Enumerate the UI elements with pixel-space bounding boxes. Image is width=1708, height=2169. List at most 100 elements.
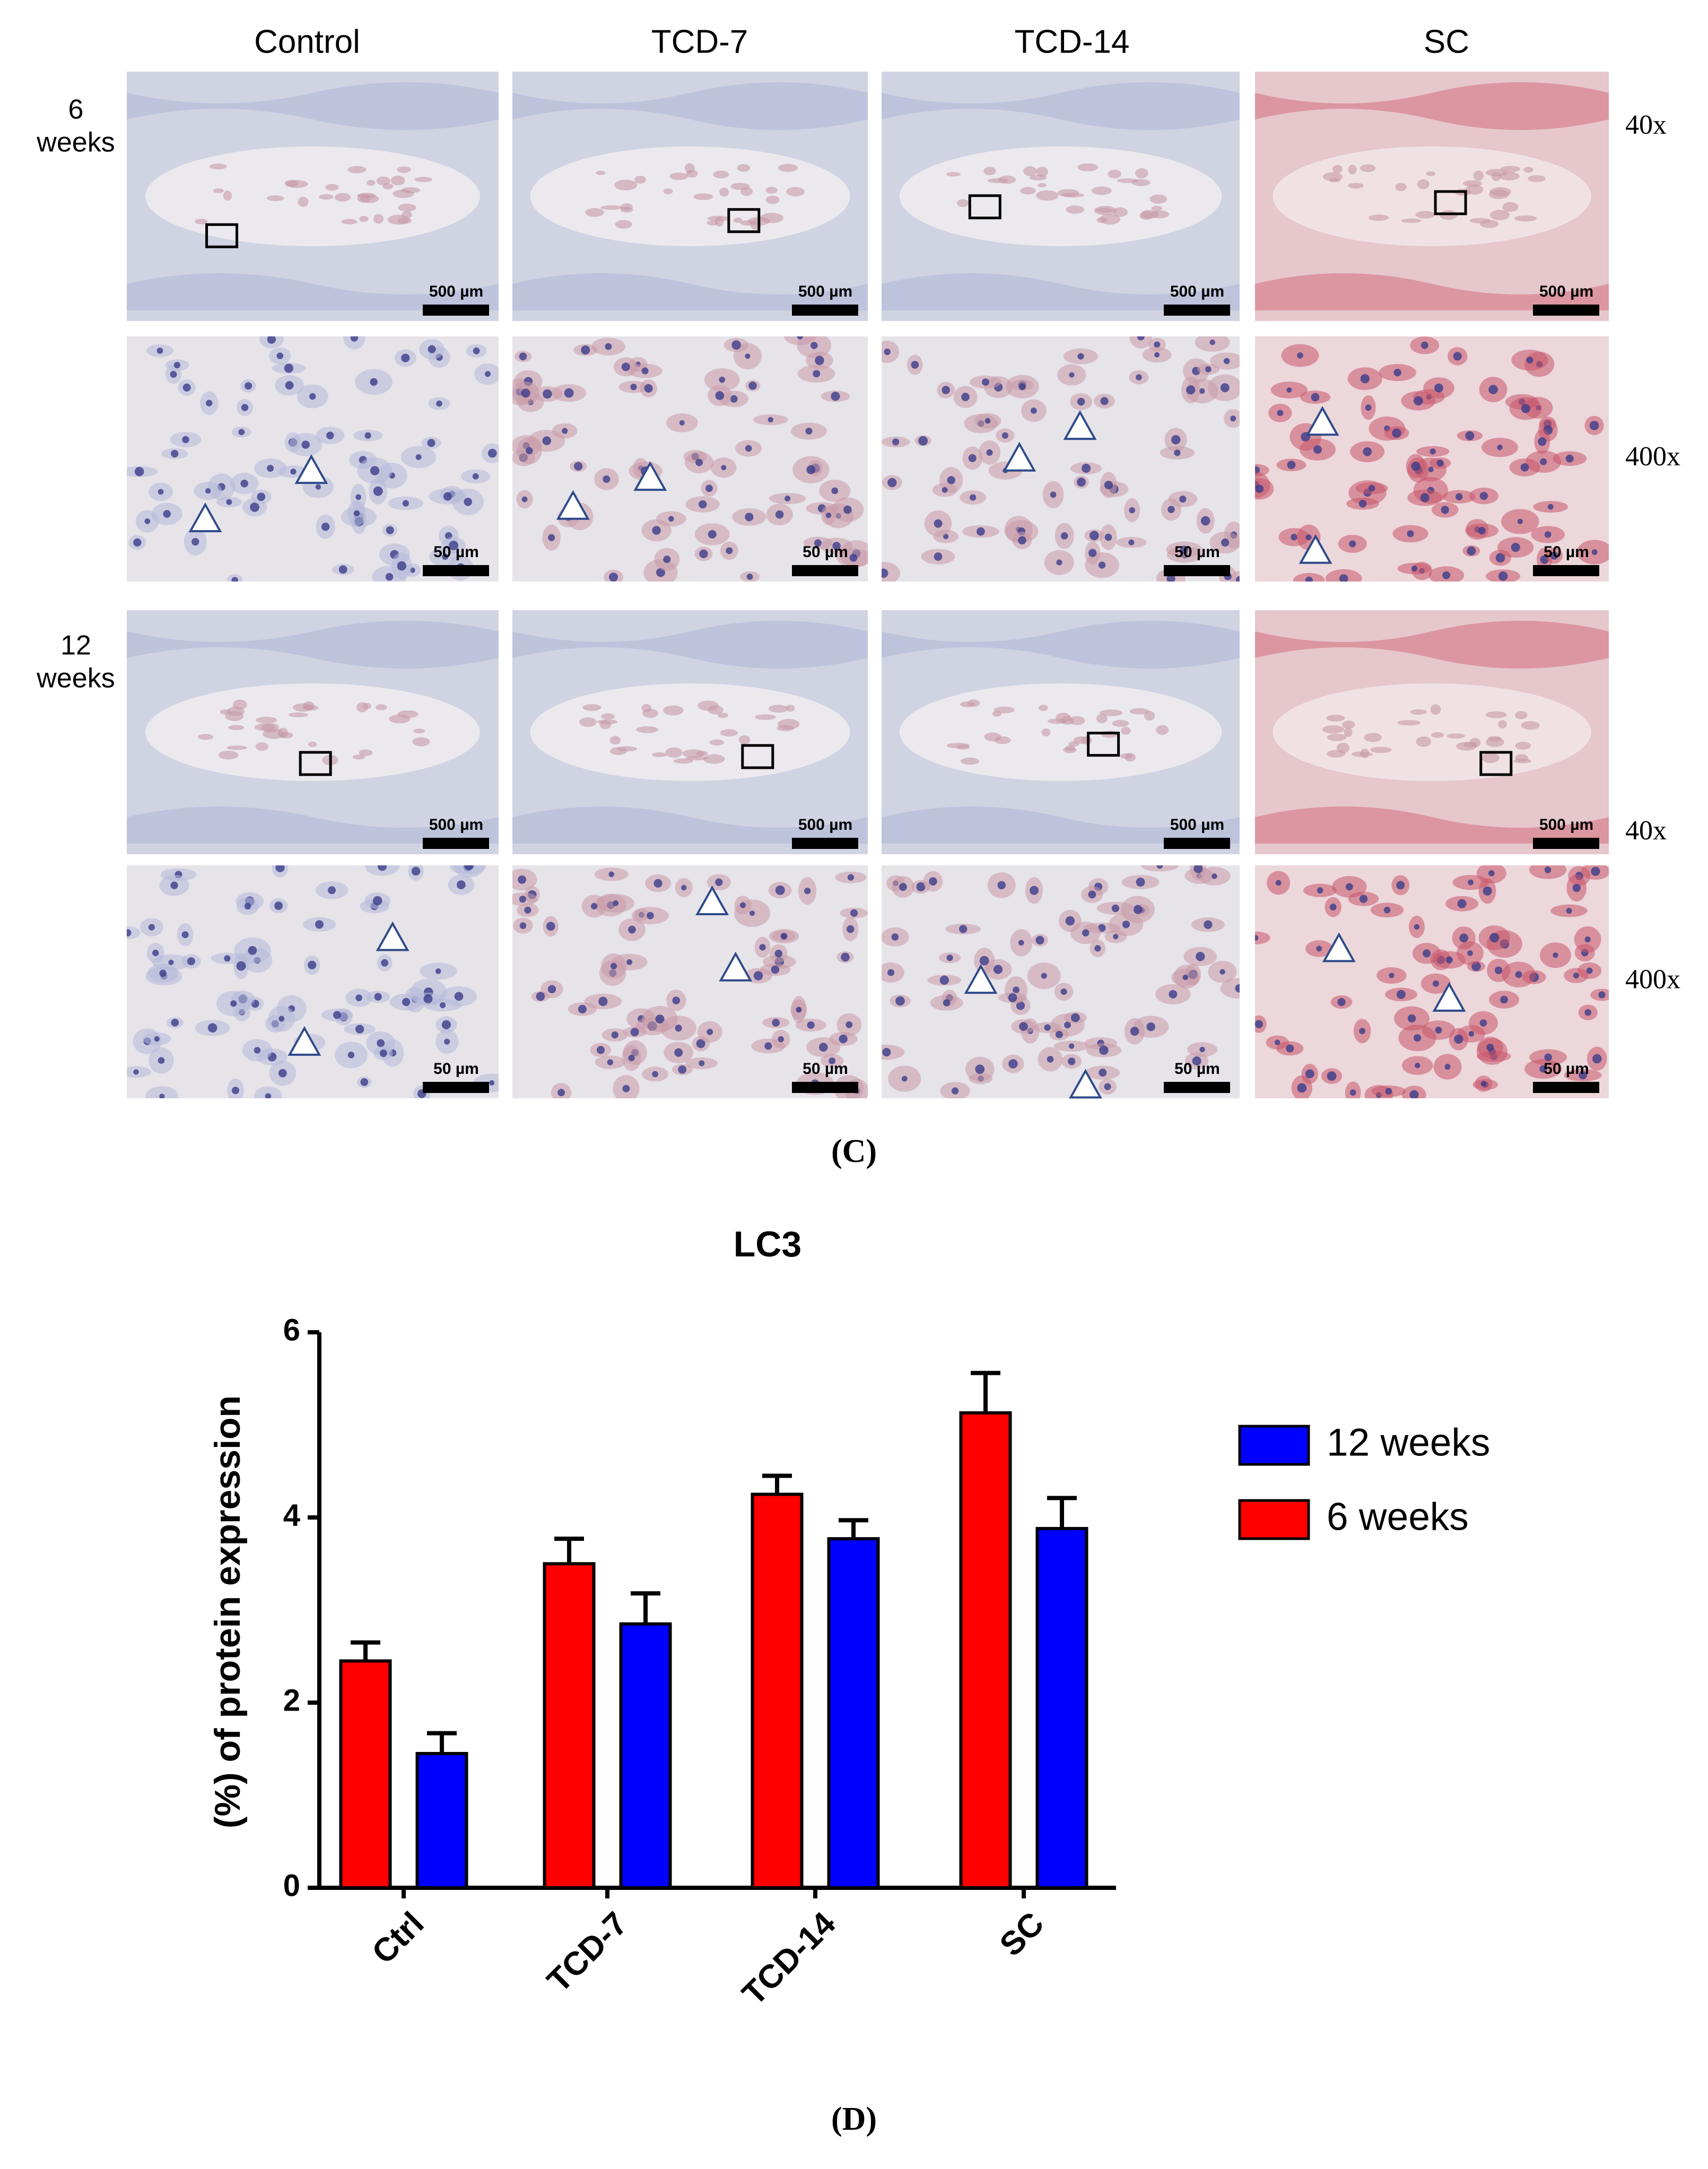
- micrograph: 500 µm: [512, 72, 868, 321]
- tissue-fleck: [1023, 166, 1037, 176]
- tissue-fleck: [614, 179, 638, 190]
- scale-bar-label: 50 µm: [803, 1060, 848, 1078]
- bar: [339, 1659, 392, 1890]
- nucleus: [248, 946, 257, 955]
- nucleus: [1179, 496, 1187, 503]
- nucleus: [326, 431, 334, 439]
- nucleus: [427, 439, 435, 447]
- tissue-fleck: [266, 195, 284, 201]
- nucleus: [785, 496, 791, 502]
- nucleus: [1199, 388, 1205, 394]
- nucleus: [1008, 1059, 1018, 1069]
- nucleus: [1517, 518, 1523, 525]
- nucleus-pulposus: [1273, 683, 1591, 781]
- arrowhead: [1322, 932, 1356, 962]
- tissue-fleck: [359, 749, 373, 756]
- cell: [127, 1066, 151, 1078]
- band: [512, 621, 868, 669]
- nucleus: [911, 361, 919, 369]
- micrograph: 500 µm: [882, 610, 1240, 854]
- nucleus: [1441, 506, 1449, 514]
- tissue-fleck: [325, 184, 339, 191]
- nucleus: [464, 865, 474, 870]
- tissue-fleck: [1038, 183, 1047, 188]
- tissue-fleck: [1108, 169, 1121, 179]
- micrograph: 50 µm: [512, 865, 868, 1098]
- nucleus: [191, 537, 199, 546]
- nucleus: [171, 449, 179, 458]
- tissue-fleck: [1410, 709, 1427, 715]
- nucleus: [1414, 396, 1423, 406]
- nucleus: [1393, 368, 1401, 377]
- nucleus: [884, 348, 891, 355]
- scale-bar-label: 500 µm: [429, 816, 483, 834]
- arrowhead: [287, 1026, 321, 1056]
- nucleus: [519, 352, 527, 361]
- tissue-fleck: [1327, 734, 1347, 741]
- arrowhead: [1003, 441, 1036, 472]
- tissue-fleck: [585, 208, 604, 217]
- nucleus: [829, 1057, 836, 1064]
- band: [1255, 82, 1609, 130]
- nucleus: [1055, 1030, 1063, 1038]
- nucleus: [1488, 385, 1498, 395]
- scale-bar: [1533, 838, 1599, 849]
- band: [882, 273, 1240, 310]
- nucleus: [1414, 1034, 1422, 1042]
- nucleus: [849, 553, 858, 562]
- nucleus: [939, 975, 949, 985]
- tissue-fleck: [1360, 748, 1370, 758]
- tissue-fleck: [665, 747, 683, 758]
- nucleus: [605, 343, 612, 350]
- nucleus: [333, 1011, 341, 1019]
- nucleus: [678, 1065, 687, 1074]
- micrograph-content: [882, 72, 1240, 321]
- tissue-fleck: [1139, 211, 1153, 220]
- tissue-fleck: [1036, 167, 1048, 177]
- tissue-fleck: [720, 729, 738, 736]
- nucleus: [1592, 1054, 1602, 1064]
- tissue-fleck: [382, 183, 394, 189]
- tissue-fleck: [209, 163, 227, 170]
- nucleus: [1544, 531, 1552, 538]
- micrograph: 500 µm: [512, 610, 868, 854]
- nucleus: [236, 961, 246, 971]
- nucleus: [1453, 352, 1462, 361]
- micrograph: 500 µm: [1255, 72, 1609, 321]
- nucleus: [1305, 534, 1312, 541]
- nucleus: [1434, 383, 1443, 393]
- panel-label: (D): [831, 2101, 877, 2137]
- arrowhead: [376, 921, 409, 951]
- nucleus: [158, 489, 164, 495]
- nucleus: [1136, 878, 1145, 887]
- nucleus: [275, 865, 285, 872]
- tissue-fleck: [620, 203, 633, 211]
- bar: [619, 1622, 672, 1890]
- nucleus: [152, 949, 159, 957]
- nucleus: [1018, 383, 1026, 391]
- tissue-fleck: [707, 215, 730, 222]
- tissue-fleck: [1417, 179, 1430, 189]
- nucleus: [780, 933, 788, 940]
- nucleus: [397, 561, 407, 571]
- tissue-fleck: [600, 205, 623, 210]
- nucleus: [772, 1019, 780, 1027]
- nucleus: [1435, 1027, 1442, 1034]
- nucleus: [696, 1039, 705, 1048]
- nucleus: [748, 381, 757, 390]
- nucleus: [278, 1016, 285, 1022]
- nucleus: [1041, 973, 1047, 979]
- tissue-fleck: [600, 713, 615, 720]
- band: [127, 273, 499, 310]
- cell: [784, 336, 816, 345]
- scale-bar: [423, 305, 489, 316]
- nucleus: [1311, 393, 1320, 402]
- tissue-fleck: [195, 219, 208, 224]
- tissue-fleck: [1486, 737, 1504, 747]
- tissue-fleck: [1066, 205, 1085, 214]
- tissue-fleck: [1019, 187, 1036, 195]
- nucleus: [257, 492, 266, 501]
- inset-box: [1479, 751, 1513, 776]
- magnification-label: 400x: [1625, 441, 1680, 472]
- nucleus: [1200, 516, 1210, 526]
